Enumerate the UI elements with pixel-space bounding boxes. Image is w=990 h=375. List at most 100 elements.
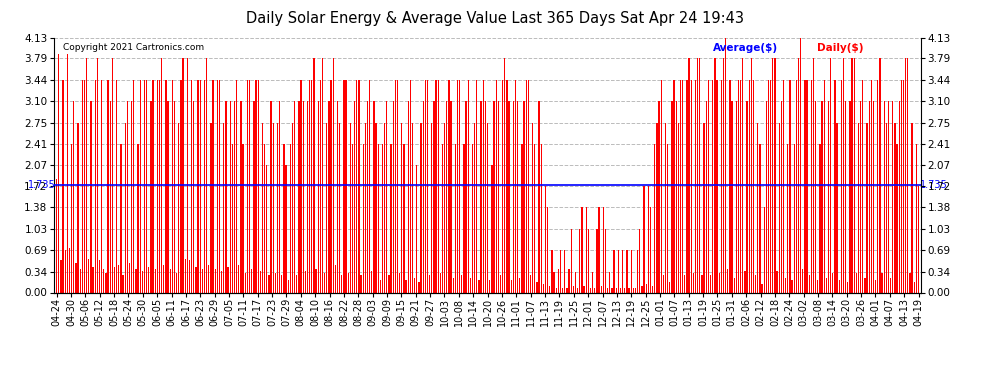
Bar (695, 80, 696, 292)
Bar (450, 101, 451, 292)
Bar (221, 271, 223, 292)
Bar (704, 123, 705, 292)
Bar (665, 123, 666, 292)
Bar (504, 58, 505, 292)
Bar (88, 258, 89, 292)
Bar (785, 278, 786, 292)
Bar (371, 271, 372, 292)
Bar (757, 123, 758, 292)
Bar (112, 58, 113, 292)
Bar (530, 275, 531, 292)
Bar (184, 258, 186, 292)
Bar (890, 278, 891, 292)
Bar (828, 101, 830, 292)
Bar (513, 101, 514, 292)
Bar (234, 101, 236, 292)
Bar (197, 80, 199, 292)
Bar (699, 58, 701, 292)
Bar (652, 286, 653, 292)
Bar (559, 250, 561, 292)
Bar (248, 80, 250, 292)
Bar (611, 288, 613, 292)
Bar (789, 80, 791, 292)
Bar (744, 271, 745, 292)
Bar (79, 269, 81, 292)
Bar (609, 272, 611, 292)
Bar (182, 58, 184, 292)
Bar (594, 288, 595, 292)
Bar (174, 101, 175, 292)
Bar (658, 101, 659, 292)
Bar (292, 123, 293, 292)
Bar (56, 179, 57, 292)
Bar (845, 101, 846, 292)
Bar (509, 101, 510, 292)
Bar (116, 80, 117, 292)
Bar (226, 101, 227, 292)
Bar (515, 80, 516, 292)
Bar (171, 80, 173, 292)
Bar (678, 123, 679, 292)
Bar (298, 101, 300, 292)
Bar (103, 269, 104, 292)
Bar (156, 80, 158, 292)
Text: 1.735: 1.735 (28, 180, 55, 190)
Bar (748, 80, 749, 292)
Bar (347, 273, 348, 292)
Bar (742, 58, 743, 292)
Bar (377, 144, 379, 292)
Bar (555, 288, 556, 292)
Bar (489, 279, 490, 292)
Bar (326, 123, 328, 292)
Bar (442, 144, 444, 292)
Bar (257, 80, 258, 292)
Bar (770, 80, 771, 292)
Bar (427, 80, 429, 292)
Bar (283, 144, 284, 292)
Bar (618, 250, 619, 292)
Bar (765, 101, 767, 292)
Bar (491, 165, 492, 292)
Bar (667, 144, 668, 292)
Bar (557, 269, 559, 292)
Bar (752, 80, 754, 292)
Bar (406, 279, 407, 292)
Bar (230, 101, 231, 292)
Bar (813, 58, 814, 292)
Bar (189, 260, 190, 292)
Bar (881, 273, 883, 292)
Bar (522, 144, 523, 292)
Bar (714, 58, 716, 292)
Bar (899, 101, 900, 292)
Bar (822, 101, 823, 292)
Bar (564, 250, 565, 292)
Bar (358, 80, 359, 292)
Bar (204, 80, 205, 292)
Bar (511, 279, 512, 292)
Bar (82, 80, 83, 292)
Bar (837, 123, 838, 292)
Bar (590, 288, 591, 292)
Bar (311, 80, 313, 292)
Bar (543, 284, 544, 292)
Bar (605, 229, 606, 292)
Bar (150, 101, 151, 292)
Bar (855, 273, 857, 292)
Bar (875, 279, 876, 292)
Bar (146, 80, 148, 292)
Bar (918, 186, 919, 292)
Bar (738, 80, 740, 292)
Bar (180, 80, 181, 292)
Bar (382, 144, 383, 292)
Bar (390, 144, 392, 292)
Bar (90, 101, 91, 292)
Bar (907, 58, 909, 292)
Bar (193, 101, 194, 292)
Bar (255, 80, 256, 292)
Bar (208, 265, 210, 292)
Bar (305, 271, 306, 292)
Bar (178, 123, 179, 292)
Bar (736, 101, 737, 292)
Bar (97, 58, 98, 292)
Bar (118, 265, 120, 292)
